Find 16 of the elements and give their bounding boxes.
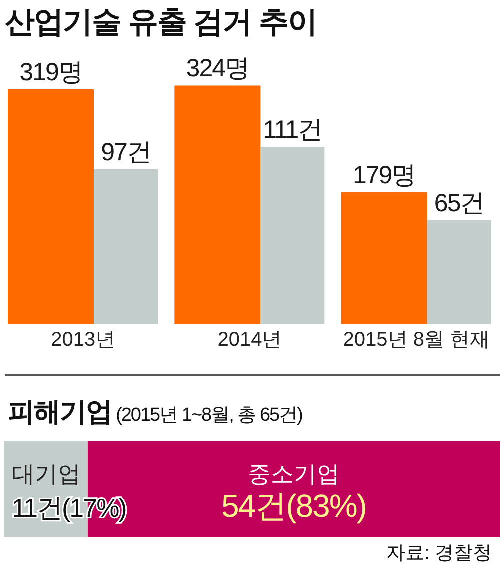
chart-title: 피해기업 <box>8 397 112 427</box>
x-tick-label: 2014년 <box>218 329 282 352</box>
data-label: 324명 <box>186 54 250 83</box>
data-label: 65건 <box>434 189 484 218</box>
data-label: 54건(83%) <box>221 488 366 524</box>
series-label: 중소기업 <box>248 461 340 487</box>
data-label: 97건 <box>101 138 151 167</box>
chart-subtitle: (2015년 1~8월, 총 65건) <box>116 405 302 426</box>
x-tick-label: 2013년 <box>51 329 116 352</box>
data-label: 179명 <box>352 161 416 190</box>
series-label: 대기업 <box>12 461 81 487</box>
x-tick-label: 2015년 8월 현재 <box>343 329 490 352</box>
data-label: 319명 <box>20 58 82 86</box>
chart-title: 산업기술 유출 검거 추이 <box>5 5 318 41</box>
text: 자료: 경찰청 <box>386 542 492 566</box>
data-label: 111건 <box>263 116 322 144</box>
